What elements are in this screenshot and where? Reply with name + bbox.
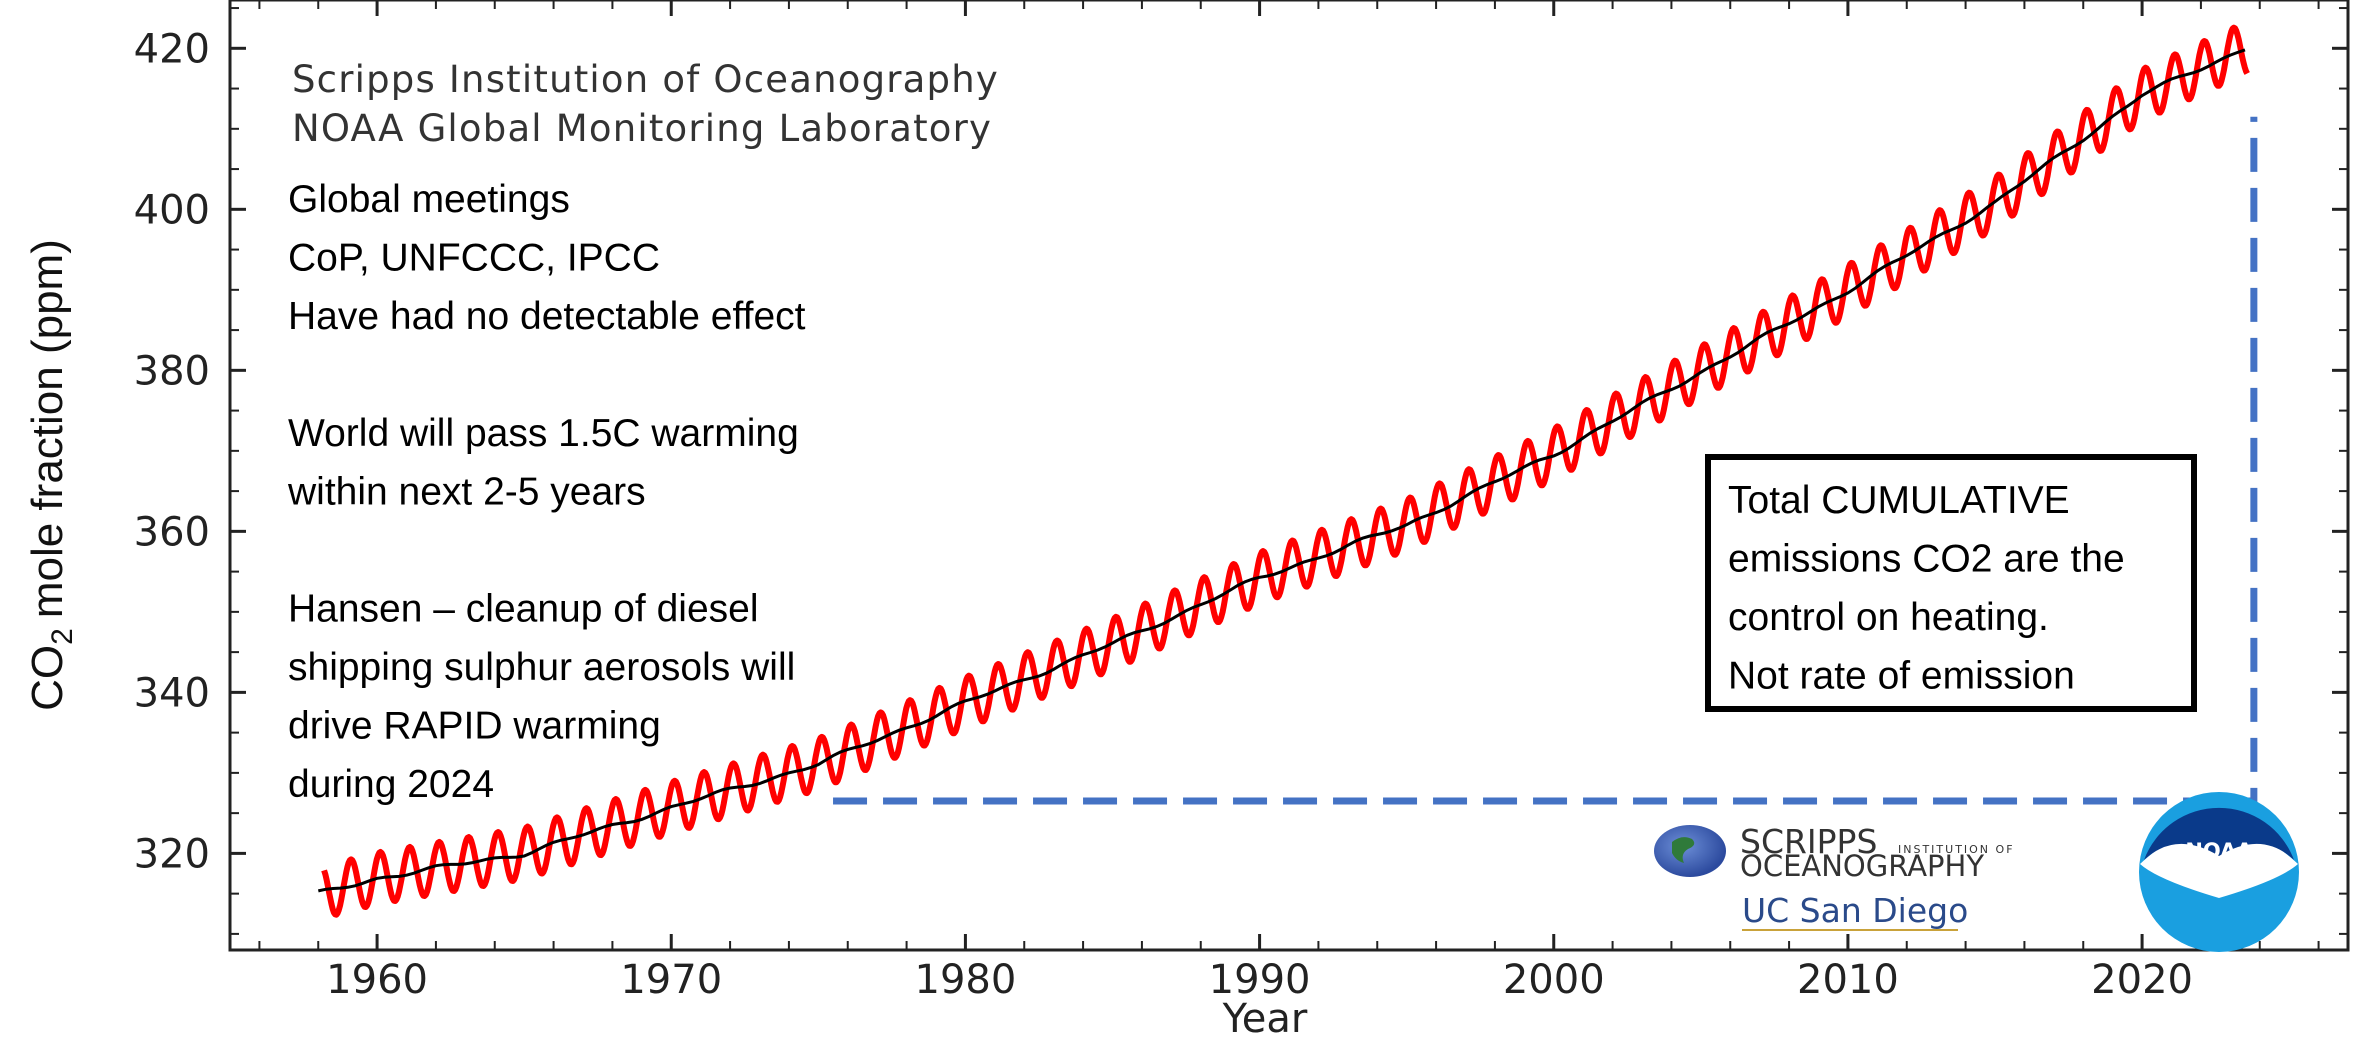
axis-ticks: 1960 1970 1980 1990 2000 2010 2020 320 340 360 380…	[134, 0, 2348, 1003]
globe-icon	[1654, 825, 1726, 877]
cumulative-note-box	[1705, 454, 2197, 712]
svg-text:CO2mole fraction (ppm): CO2 mole fraction (ppm)	[23, 239, 79, 711]
plot-frame	[228, 0, 2350, 952]
y-tick-label: 420	[134, 26, 210, 72]
left-annotation-line: within next 2-5 years	[287, 471, 646, 514]
series-group	[317, 24, 2250, 918]
left-annotation-line: CoP, UNFCCC, IPCC	[288, 237, 660, 280]
left-annotation-line: drive RAPID warming	[288, 705, 661, 748]
cumulative-note-text: Total CUMULATIVE emissions CO2 are the con…	[1728, 479, 2125, 698]
left-annotation-line: Hansen – cleanup of diesel	[288, 588, 759, 631]
ucsd-logo: UC San Diego	[1742, 891, 1968, 930]
noaa-logo: NOAA	[2139, 792, 2299, 952]
y-axis-label-text: mole fraction (ppm)	[23, 239, 72, 618]
x-axis-label: Year	[1222, 996, 1308, 1040]
x-tick-label: 1960	[326, 957, 428, 1003]
cumulative-note-line: control on heating.	[1728, 596, 2049, 639]
scripps-logo-word: SCRIPPS	[1740, 822, 1877, 861]
globe-land-icon	[1672, 837, 1695, 863]
left-annotation-line: World will pass 1.5C warming	[288, 412, 799, 455]
left-annotation-line: during 2024	[288, 763, 494, 806]
x-tick-label: 2020	[2091, 957, 2193, 1003]
y-axis-label-prefix: CO	[23, 645, 72, 711]
y-tick-label: 380	[134, 348, 210, 394]
y-axis-label-subscript: 2	[46, 628, 79, 645]
x-tick-label: 1990	[1209, 957, 1311, 1003]
left-annotation-line: shipping sulphur aerosols will	[288, 646, 795, 689]
source-line-scripps: Scripps Institution of Oceanography	[292, 58, 999, 101]
monthly-co2-line	[321, 24, 2250, 918]
y-tick-label: 340	[134, 670, 210, 716]
y-tick-label: 320	[134, 831, 210, 877]
noaa-logo-text: NOAA	[2185, 839, 2253, 863]
scripps-logo-ocean: OCEANOGRAPHY	[1740, 849, 1984, 883]
noaa-logo-wave	[2140, 827, 2298, 898]
noaa-logo-top	[2144, 807, 2294, 860]
x-tick-label: 2010	[1797, 957, 1899, 1003]
y-tick-label: 360	[134, 509, 210, 555]
source-line-noaa: NOAA Global Monitoring Laboratory	[292, 107, 992, 150]
scripps-logo-small: INSTITUTION OF	[1898, 843, 2015, 856]
y-axis-label: CO2 mole fraction (ppm)	[23, 239, 79, 711]
x-tick-label: 2000	[1503, 957, 1605, 1003]
cumulative-note-line: Not rate of emission	[1728, 655, 2075, 698]
cumulative-note-line: Total CUMULATIVE	[1728, 479, 2070, 522]
scripps-logo: SCRIPPS INSTITUTION OF OCEANOGRAPHY UC S…	[1654, 822, 2015, 931]
trend-co2-line	[317, 48, 2246, 893]
y-tick-label: 400	[134, 187, 210, 233]
left-annotation: Global meetings CoP, UNFCCC, IPCC Have had…	[287, 178, 806, 806]
x-tick-label: 1980	[915, 957, 1017, 1003]
cumulative-note-line: emissions CO2 are the	[1728, 538, 2125, 581]
left-annotation-line: Global meetings	[288, 178, 570, 221]
left-annotation-line: Have had no detectable effect	[288, 295, 806, 338]
x-tick-label: 1970	[620, 957, 722, 1003]
